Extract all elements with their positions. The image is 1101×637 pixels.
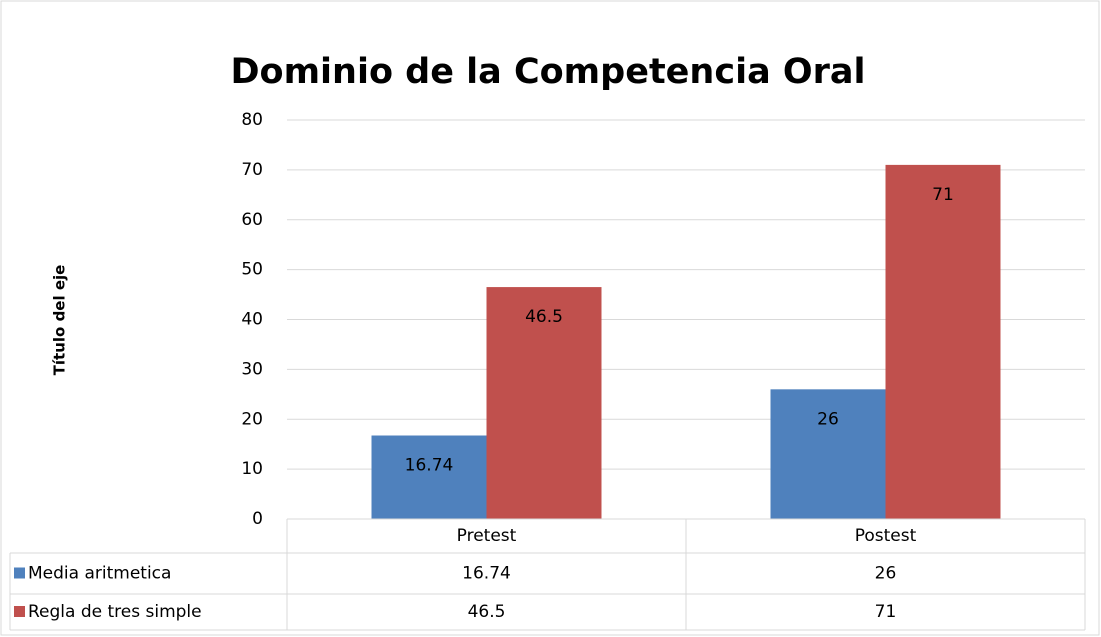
bar (770, 389, 886, 519)
table-value: 71 (875, 602, 897, 622)
bar (371, 435, 487, 519)
y-tick-label: 80 (241, 110, 263, 130)
data-label: 16.74 (405, 456, 454, 476)
y-tick-label: 70 (241, 160, 263, 180)
legend-key (14, 567, 25, 579)
data-label: 71 (932, 185, 954, 205)
table-value: 26 (875, 564, 897, 584)
y-tick-label: 10 (241, 459, 263, 479)
data-label: 26 (817, 409, 839, 429)
y-tick-label: 40 (241, 310, 263, 330)
table-category: Pretest (457, 526, 517, 546)
data-label: 46.5 (525, 307, 563, 327)
table-category: Postest (855, 526, 917, 546)
table-value: 16.74 (462, 564, 511, 584)
y-axis-title: Título del eje (51, 265, 69, 376)
y-tick-label: 0 (252, 509, 263, 529)
legend-label: Regla de tres simple (28, 602, 202, 622)
y-tick-label: 50 (241, 260, 263, 280)
y-tick-label: 20 (241, 409, 263, 429)
bar (486, 287, 602, 519)
table-value: 46.5 (468, 602, 506, 622)
y-tick-label: 60 (241, 210, 263, 230)
chart-title: Dominio de la Competencia Oral (230, 52, 865, 92)
y-tick-label: 30 (241, 359, 263, 379)
legend-key (14, 606, 25, 617)
bar (885, 164, 1001, 519)
legend-label: Media aritmetica (28, 564, 171, 584)
